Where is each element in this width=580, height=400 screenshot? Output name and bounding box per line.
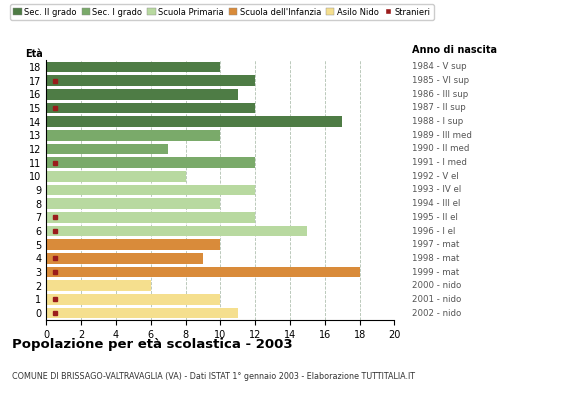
Text: 2000 - nido: 2000 - nido <box>412 281 461 290</box>
Text: 2002 - nido: 2002 - nido <box>412 309 461 318</box>
Text: 1986 - III sup: 1986 - III sup <box>412 90 468 99</box>
Text: 1992 - V el: 1992 - V el <box>412 172 459 181</box>
Bar <box>46 308 238 318</box>
Text: 1990 - II med: 1990 - II med <box>412 144 469 154</box>
Text: 1989 - III med: 1989 - III med <box>412 131 472 140</box>
Text: 1994 - III el: 1994 - III el <box>412 199 460 208</box>
Text: 2001 - nido: 2001 - nido <box>412 295 461 304</box>
Text: 1999 - mat: 1999 - mat <box>412 268 459 277</box>
Text: 1998 - mat: 1998 - mat <box>412 254 459 263</box>
Text: 1991 - I med: 1991 - I med <box>412 158 467 167</box>
Bar <box>46 130 220 141</box>
Bar <box>46 185 255 195</box>
Text: 1996 - I el: 1996 - I el <box>412 226 455 236</box>
Bar <box>46 212 255 223</box>
Bar <box>46 102 255 113</box>
Bar <box>46 239 220 250</box>
Text: 1985 - VI sup: 1985 - VI sup <box>412 76 469 85</box>
Bar <box>46 89 238 100</box>
Bar <box>46 171 186 182</box>
Text: 1995 - II el: 1995 - II el <box>412 213 458 222</box>
Legend: Sec. II grado, Sec. I grado, Scuola Primaria, Scuola dell'Infanzia, Asilo Nido, : Sec. II grado, Sec. I grado, Scuola Prim… <box>10 4 434 20</box>
Text: Popolazione per età scolastica - 2003: Popolazione per età scolastica - 2003 <box>12 338 292 351</box>
Bar <box>46 157 255 168</box>
Text: Età: Età <box>25 49 43 59</box>
Bar <box>46 253 203 264</box>
Bar <box>46 62 220 72</box>
Text: 1987 - II sup: 1987 - II sup <box>412 103 466 112</box>
Bar <box>46 294 220 305</box>
Bar <box>46 75 255 86</box>
Text: COMUNE DI BRISSAGO-VALTRAVAGLIA (VA) - Dati ISTAT 1° gennaio 2003 - Elaborazione: COMUNE DI BRISSAGO-VALTRAVAGLIA (VA) - D… <box>12 372 415 381</box>
Text: 1984 - V sup: 1984 - V sup <box>412 62 466 71</box>
Bar <box>46 198 220 209</box>
Text: 1993 - IV el: 1993 - IV el <box>412 186 461 194</box>
Text: 1997 - mat: 1997 - mat <box>412 240 459 249</box>
Text: 1988 - I sup: 1988 - I sup <box>412 117 463 126</box>
Text: Anno di nascita: Anno di nascita <box>412 45 497 55</box>
Bar <box>46 144 168 154</box>
Bar <box>46 226 307 236</box>
Bar <box>46 267 360 278</box>
Bar <box>46 280 151 291</box>
Bar <box>46 116 342 127</box>
